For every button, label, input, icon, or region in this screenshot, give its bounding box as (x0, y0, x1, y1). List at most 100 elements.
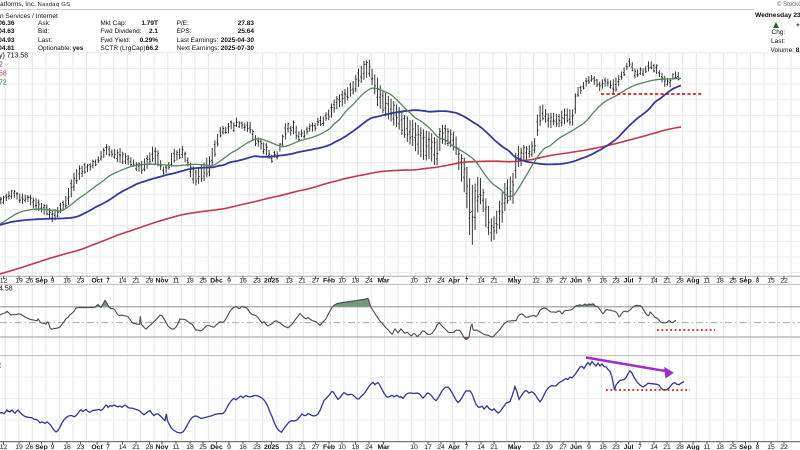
svg-text:25: 25 (199, 444, 207, 450)
svg-text:7: 7 (465, 277, 469, 284)
svg-text:13: 13 (285, 444, 293, 450)
svg-text:Sep: Sep (739, 277, 751, 284)
svg-text:7: 7 (638, 277, 642, 284)
svg-text:18: 18 (186, 277, 194, 284)
svg-text:24: 24 (437, 444, 445, 450)
svg-text:10: 10 (410, 277, 418, 284)
svg-text:Mar: Mar (377, 277, 389, 284)
svg-text:Mar: Mar (377, 444, 389, 450)
svg-text:16: 16 (63, 277, 71, 284)
svg-text:14: 14 (119, 444, 127, 450)
svg-text:Aug: Aug (686, 277, 699, 284)
svg-text:25: 25 (199, 277, 207, 284)
svg-text:11: 11 (172, 277, 179, 284)
svg-text:26: 26 (26, 277, 34, 284)
svg-text:12: 12 (0, 277, 7, 284)
svg-text:28: 28 (676, 277, 684, 284)
svg-text:24: 24 (365, 444, 373, 450)
svg-text:18: 18 (186, 444, 194, 450)
svg-text:19: 19 (545, 444, 553, 450)
svg-text:25: 25 (729, 277, 737, 284)
svg-text:22: 22 (780, 277, 788, 284)
svg-text:15: 15 (767, 277, 775, 284)
svg-text:16: 16 (239, 444, 247, 450)
svg-text:Sep: Sep (35, 444, 47, 450)
svg-text:13: 13 (285, 277, 293, 284)
svg-text:12: 12 (532, 444, 540, 450)
svg-text:16: 16 (239, 277, 247, 284)
svg-text:2025: 2025 (264, 277, 279, 284)
svg-text:7: 7 (638, 444, 642, 450)
svg-text:10: 10 (338, 277, 346, 284)
svg-text:23: 23 (253, 444, 261, 450)
svg-text:Oct: Oct (91, 444, 103, 450)
svg-text:23: 23 (253, 277, 261, 284)
svg-text:58: 58 (0, 71, 7, 78)
svg-text:Sep: Sep (35, 277, 47, 284)
svg-text:Nov: Nov (156, 444, 169, 450)
svg-text:17: 17 (424, 444, 432, 450)
svg-text:18: 18 (352, 277, 360, 284)
svg-text:2025: 2025 (264, 444, 279, 450)
svg-text:19: 19 (545, 277, 553, 284)
svg-text:16: 16 (63, 444, 71, 450)
svg-text:25: 25 (729, 444, 737, 450)
svg-text:Jun: Jun (570, 444, 582, 450)
svg-text:9: 9 (51, 444, 55, 450)
svg-text:7: 7 (465, 444, 469, 450)
svg-text:14: 14 (119, 277, 127, 284)
svg-text:May: May (508, 277, 521, 284)
svg-text:24: 24 (365, 277, 373, 284)
svg-text:14: 14 (477, 277, 485, 284)
svg-text:Sep: Sep (739, 444, 751, 450)
svg-text:8: 8 (756, 277, 760, 284)
svg-text:21: 21 (298, 277, 306, 284)
svg-text:27: 27 (559, 277, 567, 284)
svg-text:11: 11 (703, 277, 710, 284)
svg-text:May: May (508, 444, 521, 450)
svg-text:Feb: Feb (323, 277, 335, 284)
svg-text:27: 27 (312, 444, 320, 450)
svg-text:9: 9 (587, 277, 591, 284)
svg-text:18: 18 (716, 444, 724, 450)
svg-text:22: 22 (780, 444, 788, 450)
svg-text:18: 18 (352, 444, 360, 450)
svg-text:14: 14 (650, 444, 658, 450)
svg-text:15: 15 (767, 444, 775, 450)
svg-text:Jun: Jun (570, 277, 582, 284)
svg-text:Feb: Feb (323, 444, 335, 450)
svg-text:9: 9 (587, 444, 591, 450)
svg-text:14: 14 (477, 444, 485, 450)
svg-text:Dec: Dec (210, 444, 223, 450)
svg-text:9: 9 (227, 444, 231, 450)
svg-text:8: 8 (756, 444, 760, 450)
svg-text:9: 9 (51, 277, 55, 284)
svg-text:7: 7 (106, 444, 110, 450)
svg-text:21: 21 (298, 444, 306, 450)
svg-text:24: 24 (437, 277, 445, 284)
svg-text:21: 21 (663, 277, 671, 284)
svg-text:Aug: Aug (686, 444, 699, 450)
svg-text:y) 713.58: y) 713.58 (0, 53, 28, 60)
svg-text:Jul: Jul (624, 277, 634, 284)
svg-text:10: 10 (410, 444, 418, 450)
svg-text:23: 23 (77, 444, 85, 450)
svg-text:14: 14 (650, 277, 658, 284)
svg-text:21: 21 (490, 444, 498, 450)
svg-text:28: 28 (676, 444, 684, 450)
svg-text:10: 10 (338, 444, 346, 450)
svg-text:t: t (0, 363, 1, 370)
svg-text:21: 21 (132, 277, 140, 284)
svg-text:28: 28 (146, 444, 154, 450)
svg-text:21: 21 (663, 444, 671, 450)
svg-text:Oct: Oct (91, 277, 103, 284)
svg-text:Dec: Dec (210, 277, 223, 284)
svg-text:19: 19 (15, 444, 23, 450)
svg-text:17: 17 (424, 277, 432, 284)
svg-text:18: 18 (716, 277, 724, 284)
svg-text:16: 16 (599, 444, 607, 450)
svg-text:12: 12 (0, 444, 7, 450)
svg-text:19: 19 (15, 277, 23, 284)
svg-text:23: 23 (77, 277, 85, 284)
svg-text:11: 11 (703, 444, 710, 450)
